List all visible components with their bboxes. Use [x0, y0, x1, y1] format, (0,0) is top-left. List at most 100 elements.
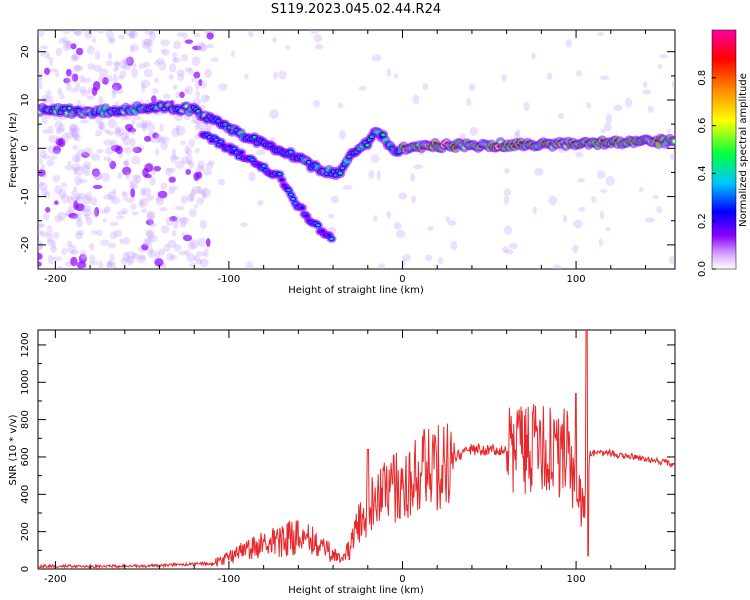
heatmap-cell: [175, 125, 186, 136]
heatmap-cell: [178, 251, 187, 256]
heatmap-cell: [66, 131, 74, 139]
heatmap-cell: [94, 130, 103, 137]
heatmap-cell: [154, 250, 161, 260]
colorbar-tick-label: 0.4: [697, 165, 708, 181]
heatmap-cell: [122, 64, 132, 71]
heatmap-cell: [75, 47, 84, 56]
heatmap-cell: [131, 174, 141, 180]
heatmap-cell: [272, 37, 277, 43]
heatmap-cell: [100, 239, 110, 246]
heatmap-cell: [337, 102, 344, 109]
heatmap-cell: [176, 31, 184, 38]
heatmap-cell: [49, 245, 58, 253]
heatmap-cell: [193, 33, 201, 38]
spectrogram-heatmap: [38, 30, 675, 269]
heatmap-cell: [107, 191, 117, 201]
snr-x-label: Height of straight line (km): [288, 585, 424, 596]
heatmap-cell: [83, 147, 93, 157]
heatmap-cell: [141, 243, 149, 251]
heatmap-cell: [179, 216, 190, 225]
heatmap-cell: [38, 240, 43, 251]
heatmap-cell: [81, 255, 87, 260]
heatmap-cell: [195, 251, 206, 257]
heatmap-cell: [125, 30, 136, 37]
heatmap-cell: [65, 77, 71, 86]
heatmap-cell: [61, 36, 68, 43]
heatmap-cell: [64, 164, 74, 171]
heatmap-cell: [86, 45, 95, 55]
heatmap-cell: [62, 132, 70, 143]
heatmap-cell: [72, 64, 82, 72]
heatmap-cell: [163, 243, 171, 252]
heatmap-cell: [393, 222, 402, 230]
heatmap-cell: [598, 238, 603, 247]
heatmap-cell: [278, 70, 287, 80]
heatmap-cell: [162, 93, 171, 99]
heatmap-cell: [79, 74, 85, 84]
heatmap-cell: [191, 77, 197, 82]
heatmap-cell: [127, 257, 133, 266]
heatmap-cell: [173, 244, 182, 252]
heatmap-cell: [372, 215, 378, 222]
heatmap-cell: [184, 39, 194, 44]
heatmap-cell: [79, 86, 87, 93]
heatmap-cell: [503, 188, 512, 197]
heatmap-cell: [92, 170, 103, 180]
heatmap-cell: [197, 160, 205, 170]
heatmap-cell: [42, 174, 48, 179]
heatmap-cell: [48, 68, 58, 73]
heatmap-cell: [132, 115, 142, 121]
spectrogram-x-label: Height of straight line (km): [288, 285, 424, 296]
heatmap-cell: [190, 118, 199, 124]
heatmap-cell: [43, 67, 51, 75]
heatmap-cell: [95, 229, 103, 236]
heatmap-cell: [56, 127, 61, 135]
heatmap-cell: [158, 248, 166, 256]
heatmap-cell: [145, 219, 154, 226]
heatmap-cell: [591, 196, 597, 203]
heatmap-cell: [75, 196, 81, 201]
heatmap-cell: [116, 210, 126, 215]
heatmap-cell: [71, 53, 78, 62]
heatmap-cell: [172, 57, 181, 64]
heatmap-cell: [548, 195, 558, 206]
heatmap-cell: [146, 123, 156, 132]
heatmap-cell: [131, 68, 139, 78]
heatmap-cell: [201, 79, 208, 89]
heatmap-cell: [191, 56, 201, 67]
heatmap-cell: [98, 95, 104, 105]
heatmap-cell: [98, 260, 104, 269]
heatmap-cell: [74, 166, 85, 176]
heatmap-cell: [424, 254, 433, 262]
snr-x-tick-label: 0: [399, 574, 405, 585]
heatmap-cell: [140, 79, 151, 88]
heatmap-cell: [73, 167, 78, 176]
heatmap-cell: [105, 30, 115, 39]
heatmap-cell: [87, 86, 93, 94]
heatmap-cell: [531, 52, 536, 60]
heatmap-cell: [248, 171, 256, 182]
heatmap-cell: [125, 250, 136, 259]
heatmap-cell: [171, 155, 181, 160]
heatmap-cell: [248, 30, 254, 38]
heatmap-cell: [151, 168, 156, 176]
heatmap-cell: [126, 197, 135, 204]
heatmap-cell: [204, 95, 211, 100]
heatmap-cell: [285, 45, 291, 50]
heatmap-cell: [42, 213, 50, 221]
heatmap-cell: [71, 55, 81, 60]
heatmap-cell: [124, 171, 131, 180]
heatmap-cell: [40, 163, 46, 171]
heatmap-cell: [200, 94, 210, 103]
heatmap-cell: [92, 80, 101, 91]
heatmap-cell: [575, 151, 584, 158]
heatmap-cell: [97, 30, 105, 34]
heatmap-cell: [552, 264, 562, 269]
spectrogram-y-tick-label: -10: [20, 188, 31, 204]
heatmap-cell: [572, 244, 579, 254]
heatmap-cell: [152, 87, 159, 94]
heatmap-cell: [38, 261, 42, 267]
spectrogram-x-tick-label: -200: [44, 274, 67, 285]
heatmap-cell: [422, 82, 429, 91]
heatmap-cell: [91, 168, 101, 177]
